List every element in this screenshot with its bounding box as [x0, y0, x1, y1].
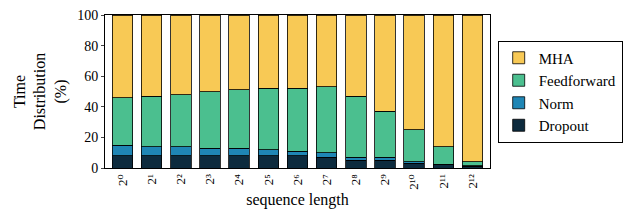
svg-text:2⁵: 2⁵ — [261, 174, 276, 185]
svg-text:Norm: Norm — [539, 96, 574, 112]
svg-text:100: 100 — [77, 8, 98, 23]
svg-text:0: 0 — [91, 161, 98, 176]
svg-text:2¹¹: 2¹¹ — [436, 174, 451, 188]
svg-text:2⁸: 2⁸ — [348, 174, 363, 186]
svg-text:TimeDistribution(%): TimeDistribution(%) — [11, 53, 71, 130]
svg-text:2¹²: 2¹² — [465, 174, 480, 188]
svg-text:MHA: MHA — [539, 51, 574, 67]
svg-text:2¹: 2¹ — [144, 174, 159, 185]
svg-text:80: 80 — [84, 39, 98, 54]
svg-text:2³: 2³ — [202, 174, 217, 185]
svg-text:Dropout: Dropout — [539, 118, 590, 134]
svg-text:2⁹: 2⁹ — [377, 174, 392, 186]
svg-text:2⁶: 2⁶ — [290, 174, 305, 185]
svg-text:2⁷: 2⁷ — [319, 174, 334, 185]
svg-text:sequence length: sequence length — [246, 191, 349, 209]
svg-text:2²: 2² — [173, 174, 188, 185]
svg-text:2⁰: 2⁰ — [115, 174, 130, 186]
svg-text:60: 60 — [84, 69, 98, 84]
svg-text:Feedforward: Feedforward — [539, 73, 616, 89]
svg-text:20: 20 — [84, 130, 98, 145]
svg-text:2¹⁰: 2¹⁰ — [406, 174, 421, 190]
svg-text:40: 40 — [84, 100, 98, 115]
svg-text:2⁴: 2⁴ — [231, 174, 246, 186]
